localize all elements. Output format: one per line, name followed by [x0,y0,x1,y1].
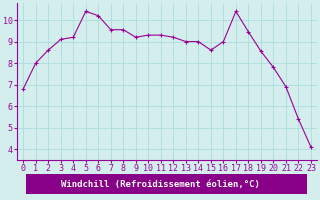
Text: Windchill (Refroidissement éolien,°C): Windchill (Refroidissement éolien,°C) [60,180,260,188]
Bar [26,174,307,194]
